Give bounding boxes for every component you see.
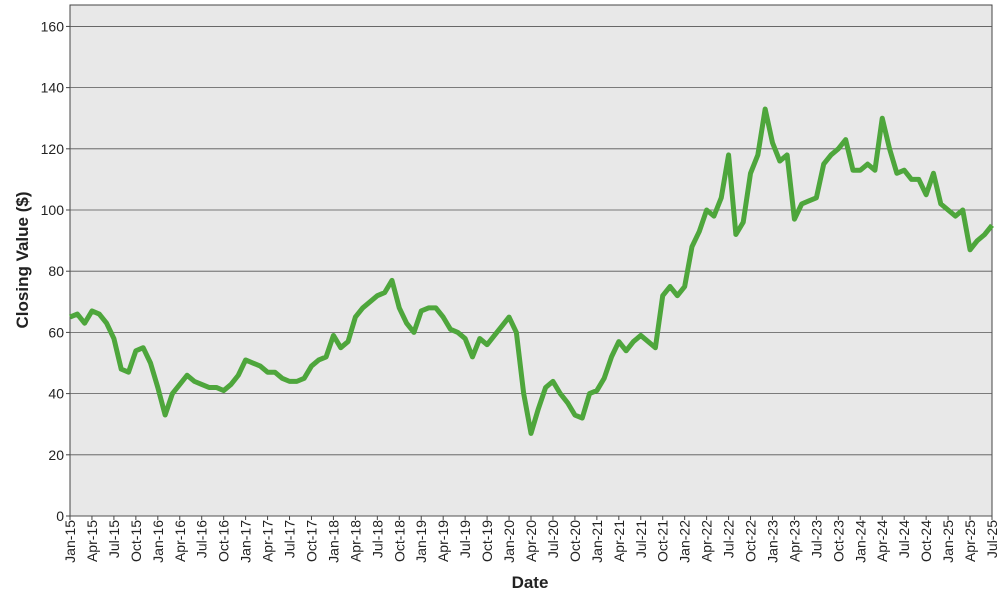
x-tick-label: Jan-24: [852, 520, 868, 563]
x-tick-label: Jul-22: [721, 520, 737, 558]
x-tick-label: Apr-19: [435, 520, 451, 562]
x-tick-label: Oct-22: [743, 520, 759, 562]
y-tick-label: 60: [48, 324, 64, 340]
data-line: [69, 106, 994, 436]
y-tick-label: 80: [48, 263, 64, 279]
y-tick-label: 140: [41, 80, 65, 96]
x-tick-label: Jul-19: [457, 520, 473, 558]
x-axis-label: Date: [512, 573, 549, 592]
x-tick-label: Oct-21: [655, 520, 671, 562]
x-tick-label: Oct-16: [216, 520, 232, 562]
x-tick-label: Jul-20: [545, 520, 561, 558]
y-tick-label: 120: [41, 141, 65, 157]
x-tick-label: Jul-24: [896, 520, 912, 558]
x-tick-label: Jul-25: [984, 520, 1000, 558]
x-tick-label: Apr-22: [699, 520, 715, 562]
x-tick-label: Jan-18: [325, 520, 341, 563]
x-tick-label: Oct-15: [128, 520, 144, 562]
x-tick-label: Apr-23: [786, 520, 802, 562]
x-tick-label: Jan-19: [413, 520, 429, 563]
x-tick-label: Oct-19: [479, 520, 495, 562]
x-tick-label: Jan-23: [764, 520, 780, 563]
x-tick-label: Apr-16: [172, 520, 188, 562]
x-tick-label: Apr-25: [962, 520, 978, 562]
x-tick-label: Jan-17: [238, 520, 254, 563]
x-tick-label: Jan-15: [62, 520, 78, 563]
y-tick-label: 20: [48, 447, 64, 463]
x-tick-label: Oct-17: [303, 520, 319, 562]
x-tick-label: Jul-15: [106, 520, 122, 558]
y-tick-label: 0: [56, 508, 64, 524]
x-tick-label: Oct-23: [830, 520, 846, 562]
x-tick-label: Apr-17: [260, 520, 276, 562]
y-tick-label: 40: [48, 386, 64, 402]
x-tick-label: Jul-18: [369, 520, 385, 558]
x-tick-label: Jul-23: [808, 520, 824, 558]
x-tick-label: Jan-20: [501, 520, 517, 563]
y-axis-label: Closing Value ($): [13, 192, 32, 329]
x-tick-label: Jan-25: [940, 520, 956, 563]
plot-area: [69, 4, 993, 517]
x-tick-label: Jul-21: [633, 520, 649, 558]
y-tick-label: 160: [41, 18, 65, 34]
x-tick-label: Apr-20: [523, 520, 539, 562]
x-tick-label: Oct-20: [567, 520, 583, 562]
x-tick-label: Jul-17: [282, 520, 298, 558]
x-tick-label: Apr-21: [611, 520, 627, 562]
x-tick-label: Apr-18: [347, 520, 363, 562]
x-tick-label: Oct-24: [918, 520, 934, 562]
x-tick-label: Oct-18: [391, 520, 407, 562]
y-tick-label: 100: [41, 202, 65, 218]
x-tick-label: Apr-24: [874, 520, 890, 562]
x-tick-label: Jan-21: [589, 520, 605, 563]
x-tick-label: Jan-16: [150, 520, 166, 563]
x-tick-label: Jul-16: [194, 520, 210, 558]
x-tick-label: Apr-15: [84, 520, 100, 562]
x-tick-label: Jan-22: [677, 520, 693, 563]
